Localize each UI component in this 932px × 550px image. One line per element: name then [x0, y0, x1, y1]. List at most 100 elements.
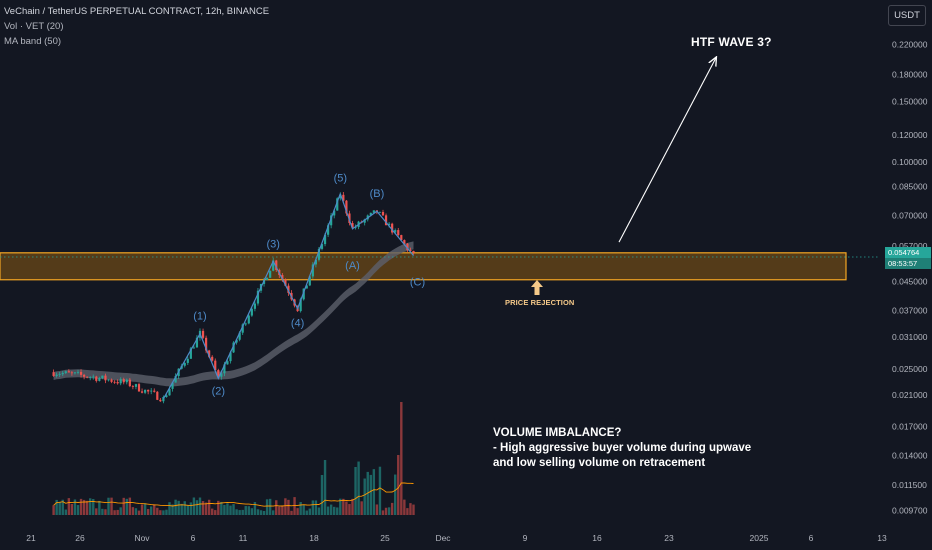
volume-bar	[363, 478, 366, 515]
candle-body	[388, 223, 391, 226]
volume-bar	[308, 508, 311, 515]
time-axis[interactable]: 21 26 Nov 6 11 18 25 Dec 9 16 23 2025 6 13	[26, 533, 887, 543]
htf-wave-annotation: HTF WAVE 3?	[691, 35, 772, 49]
candle	[412, 250, 415, 255]
volume-bar	[214, 510, 217, 515]
candle-body	[153, 390, 156, 392]
wave-label: (4)	[291, 318, 304, 330]
candle-body	[214, 360, 217, 371]
candle	[61, 370, 64, 377]
price-tick-label: 0.021000	[892, 390, 928, 400]
candle-body	[308, 276, 311, 286]
candle-body	[241, 324, 244, 333]
volume-bar	[336, 507, 339, 515]
candle	[116, 379, 119, 385]
candle-body	[119, 379, 122, 384]
volume-bar	[101, 508, 104, 515]
volume-indicator-label[interactable]: Vol · VET (20)	[4, 21, 64, 32]
rejection-arrow-shape	[531, 280, 543, 295]
candle-body	[311, 264, 314, 277]
volume-bar	[317, 507, 321, 515]
candle	[137, 382, 141, 392]
volume-bar	[345, 501, 348, 515]
candle	[113, 380, 116, 384]
candle-body	[223, 364, 226, 374]
candle-body	[351, 223, 354, 228]
volume-bar	[348, 504, 351, 515]
candle	[95, 375, 98, 383]
volume-bar	[400, 402, 403, 515]
volume-bar	[354, 466, 357, 515]
candle	[140, 388, 144, 394]
volume-bar	[156, 507, 159, 515]
candle-body	[125, 379, 128, 383]
candle-body	[122, 379, 125, 383]
ma-band-indicator-label[interactable]: MA band (50)	[4, 36, 62, 47]
candle-body	[287, 285, 290, 293]
volume-bar	[272, 510, 275, 515]
volume-bar	[134, 508, 138, 515]
volume-bar	[250, 508, 254, 515]
candle-body	[89, 377, 92, 378]
candle-body	[128, 379, 131, 387]
volume-bar	[189, 502, 193, 515]
candle-body	[333, 210, 336, 216]
candle-body	[302, 288, 305, 300]
currency-button[interactable]: USDT	[888, 5, 926, 26]
volume-bar	[64, 509, 67, 515]
volume-bar	[186, 505, 189, 515]
wave-label: (C)	[410, 277, 425, 289]
candle-body	[140, 391, 144, 393]
time-tick-label: 6	[809, 533, 814, 543]
volume-bar	[174, 499, 177, 515]
volume-bar	[390, 502, 394, 515]
volume-bar	[232, 504, 235, 515]
volume-ma-line	[53, 482, 414, 507]
volume-bar	[143, 503, 147, 515]
candle	[55, 372, 58, 378]
volume-bar	[375, 504, 379, 515]
volume-bar	[262, 510, 266, 515]
volume-bar	[150, 506, 153, 515]
candle	[101, 375, 104, 380]
candle-body	[397, 230, 400, 236]
volume-bar	[284, 498, 287, 515]
candle-body	[272, 260, 275, 271]
candle-body	[266, 277, 269, 281]
candle-body	[217, 370, 220, 377]
volume-bar	[238, 510, 241, 515]
candle-body	[394, 230, 397, 233]
candle-body	[110, 379, 113, 382]
volume-bar	[378, 466, 382, 515]
price-tick-label: 0.011500	[892, 480, 927, 490]
candle	[98, 376, 101, 382]
candle	[397, 227, 400, 238]
price-tick-label: 0.045000	[892, 276, 928, 286]
volume-bar	[229, 505, 232, 515]
volume-bar	[372, 469, 376, 515]
time-tick-label: 9	[523, 533, 528, 543]
volume-bar	[171, 504, 174, 515]
candle-body	[162, 396, 165, 402]
candle	[86, 376, 89, 379]
candle	[345, 199, 348, 216]
price-tick-label: 0.085000	[892, 181, 928, 191]
wave-label: (A)	[345, 260, 360, 272]
wave-label: (3)	[266, 238, 279, 250]
volume-bar	[296, 508, 299, 515]
candle-body	[171, 382, 174, 389]
candle	[247, 313, 250, 325]
volume-bar	[201, 501, 205, 515]
candle	[52, 369, 55, 377]
candle	[76, 369, 80, 375]
candle-body	[92, 376, 95, 378]
volume-imbalance-line1: - High aggressive buyer volume during up…	[493, 442, 752, 454]
candle	[201, 328, 205, 340]
candle-body	[400, 235, 403, 241]
candle	[253, 301, 256, 312]
volume-bar	[137, 510, 141, 515]
price-tick-label: 0.014000	[892, 451, 928, 461]
symbol-title[interactable]: VeChain / TetherUS PERPETUAL CONTRACT, 1…	[4, 6, 270, 17]
price-axis[interactable]: 0.220000 0.180000 0.150000 0.120000 0.100000…	[892, 40, 928, 516]
